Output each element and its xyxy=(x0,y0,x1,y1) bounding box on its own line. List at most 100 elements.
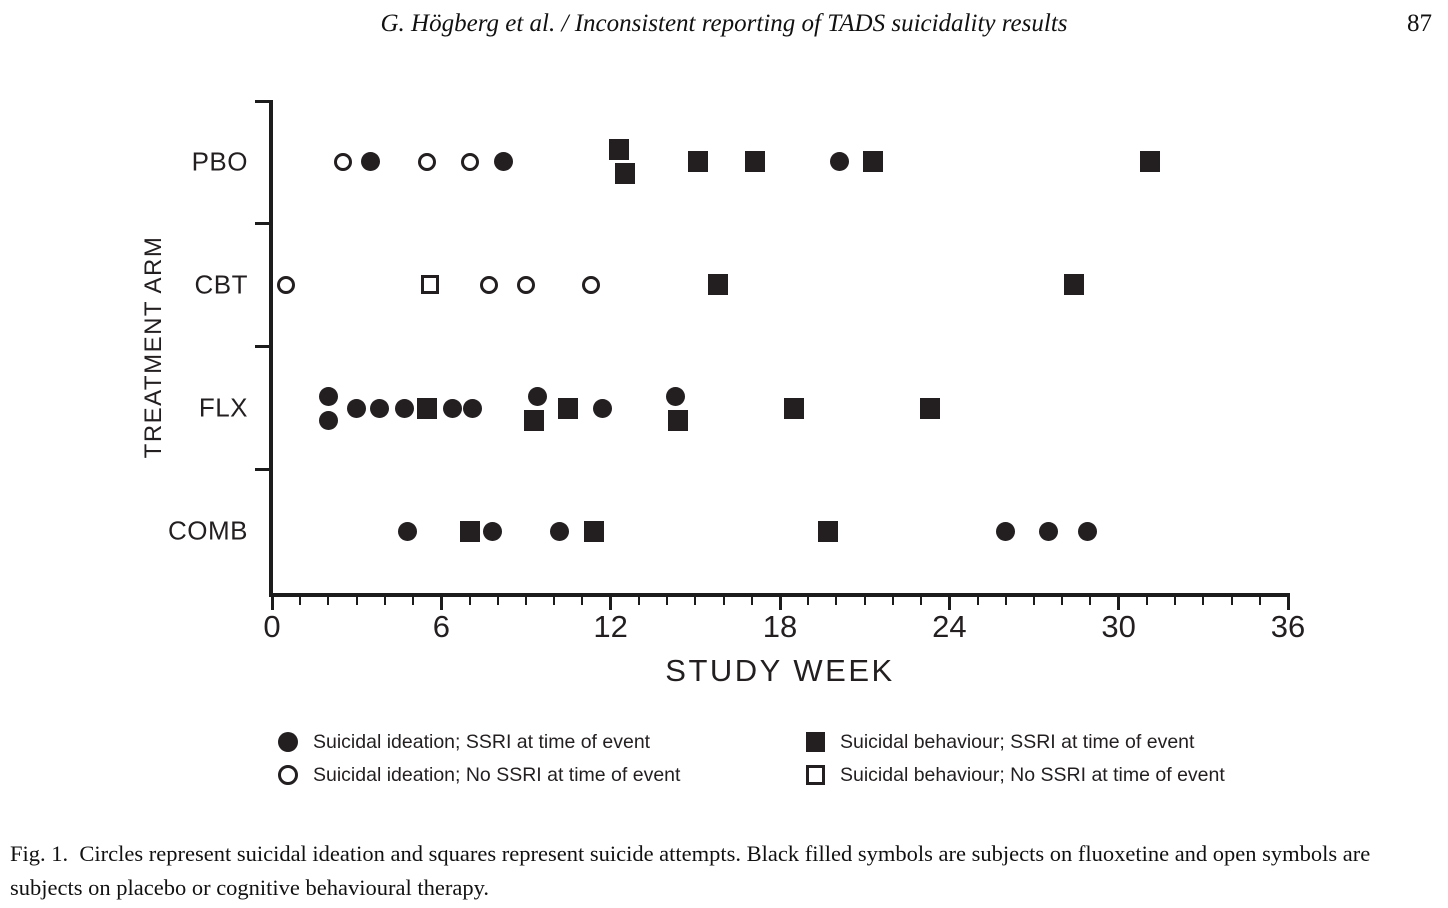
x-axis-minor-tick xyxy=(807,597,810,605)
x-axis-major-tick xyxy=(778,597,782,610)
legend-item: Suicidal ideation; No SSRI at time of ev… xyxy=(278,761,680,789)
data-point-filled-circle xyxy=(369,398,389,418)
legend-item: Suicidal behaviour; SSRI at time of even… xyxy=(806,728,1194,756)
data-point-filled-circle xyxy=(361,152,381,172)
data-point-filled-square xyxy=(1139,151,1160,173)
data-point-filled-square xyxy=(863,151,884,173)
data-point-filled-square xyxy=(817,520,838,542)
data-point-filled-square xyxy=(609,139,630,161)
data-point-filled-circle xyxy=(397,521,417,541)
data-point-filled-square xyxy=(558,397,579,419)
figure-1-chart: TREATMENT ARM STUDY WEEK Suicidal ideati… xyxy=(140,100,1306,789)
y-axis-tick xyxy=(255,221,269,225)
x-axis-minor-tick xyxy=(525,597,527,605)
data-point-filled-circle xyxy=(443,398,463,418)
x-axis-title: STUDY WEEK xyxy=(665,653,895,688)
y-axis-tick xyxy=(255,345,269,348)
data-point-open-circle xyxy=(418,152,437,171)
data-point-filled-circle xyxy=(666,386,686,406)
data-point-filled-circle xyxy=(462,398,482,418)
data-point-filled-square xyxy=(524,409,545,431)
data-point-open-circle xyxy=(581,275,600,294)
x-tick-label: 6 xyxy=(432,609,450,644)
data-point-filled-square xyxy=(707,274,728,296)
filled-circle-icon xyxy=(278,732,298,752)
legend-label: Suicidal behaviour; SSRI at time of even… xyxy=(840,730,1195,753)
x-axis-minor-tick xyxy=(1004,597,1007,605)
x-tick-label: 18 xyxy=(762,609,798,644)
x-axis-minor-tick xyxy=(722,597,725,605)
x-axis-minor-tick xyxy=(327,597,330,605)
data-point-filled-square xyxy=(919,397,940,419)
data-point-filled-circle xyxy=(996,521,1016,541)
x-axis-major-tick xyxy=(270,597,274,610)
data-point-filled-square xyxy=(784,397,805,419)
data-point-filled-square xyxy=(459,520,480,542)
y-category-label-comb: COMB xyxy=(168,515,248,546)
data-point-filled-square xyxy=(583,520,604,542)
data-point-filled-circle xyxy=(592,398,612,418)
x-axis-minor-tick xyxy=(920,597,923,605)
legend-item: Suicidal ideation; SSRI at time of event xyxy=(278,728,650,756)
x-tick-label: 12 xyxy=(593,609,628,644)
x-axis-minor-tick xyxy=(1145,597,1148,605)
x-axis-minor-tick xyxy=(1202,597,1205,605)
data-point-filled-square xyxy=(688,151,709,173)
x-axis-major-tick xyxy=(609,597,613,610)
x-axis-minor-tick xyxy=(1174,597,1177,605)
x-axis-minor-tick xyxy=(383,597,386,605)
x-tick-label: 36 xyxy=(1270,609,1306,644)
filled-square-icon xyxy=(806,732,825,752)
data-point-filled-square xyxy=(744,151,765,173)
x-axis-minor-tick xyxy=(1258,597,1261,605)
x-axis-minor-tick xyxy=(1061,597,1064,605)
data-point-open-circle xyxy=(333,152,352,171)
data-point-filled-circle xyxy=(347,398,367,418)
x-axis-minor-tick xyxy=(637,597,640,605)
open-circle-icon xyxy=(278,765,298,785)
x-axis-major-tick xyxy=(1286,597,1290,610)
y-category-label-flx: FLX xyxy=(198,392,248,423)
x-axis-major-tick xyxy=(1117,597,1121,610)
x-axis-minor-tick xyxy=(666,597,669,605)
x-axis-minor-tick xyxy=(581,597,584,605)
data-point-open-circle xyxy=(460,152,479,171)
legend-label: Suicidal ideation; No SSRI at time of ev… xyxy=(313,763,681,786)
data-point-filled-circle xyxy=(482,521,502,541)
data-point-filled-circle xyxy=(318,410,338,430)
open-square-icon xyxy=(806,765,825,785)
legend-item: Suicidal behaviour; No SSRI at time of e… xyxy=(806,761,1225,789)
legend-label: Suicidal behaviour; No SSRI at time of e… xyxy=(840,763,1225,786)
y-axis-tick xyxy=(255,100,269,103)
data-point-open-circle xyxy=(277,275,296,294)
data-point-filled-square xyxy=(614,163,635,185)
data-point-open-circle xyxy=(517,275,535,294)
data-point-filled-circle xyxy=(550,521,570,541)
x-axis-minor-tick xyxy=(355,597,358,605)
figure-caption: Fig. 1. Circles represent suicidal ideat… xyxy=(10,841,1376,900)
data-point-filled-circle xyxy=(318,386,338,406)
x-axis-minor-tick xyxy=(891,597,894,605)
y-category-label-cbt: CBT xyxy=(194,269,248,300)
data-point-filled-square xyxy=(1063,274,1084,296)
x-axis-minor-tick xyxy=(553,597,556,605)
y-category-label-pbo: PBO xyxy=(191,146,248,177)
data-point-open-circle xyxy=(480,275,499,294)
data-point-filled-square xyxy=(668,409,689,431)
y-axis-tick xyxy=(255,468,269,472)
x-axis-minor-tick xyxy=(468,597,471,605)
x-axis-minor-tick xyxy=(299,597,302,605)
x-axis-minor-tick xyxy=(750,597,753,605)
x-axis-minor-tick xyxy=(863,597,866,605)
x-axis-minor-tick xyxy=(412,597,415,605)
x-axis-minor-tick xyxy=(1033,597,1035,605)
data-point-filled-circle xyxy=(829,152,849,172)
y-axis-line xyxy=(269,100,273,597)
data-point-filled-circle xyxy=(1078,521,1098,541)
data-point-filled-circle xyxy=(527,386,547,406)
legend-label: Suicidal ideation; SSRI at time of event xyxy=(313,730,651,753)
x-tick-label: 24 xyxy=(932,609,967,644)
x-axis-minor-tick xyxy=(496,597,499,605)
x-tick-label: 30 xyxy=(1101,609,1136,644)
